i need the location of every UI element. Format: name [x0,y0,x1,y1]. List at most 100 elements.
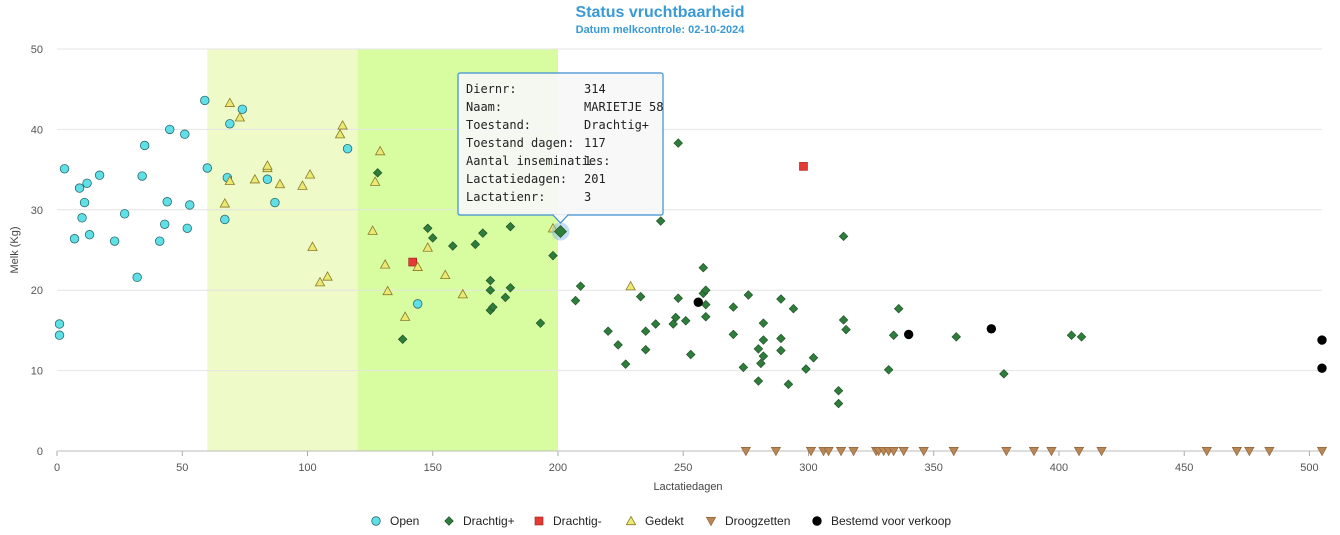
point-open [202,163,212,173]
point-open [413,299,423,309]
point-gedekt [249,173,261,184]
point-open [119,209,130,219]
point-gedekt [374,145,386,156]
point-gedekt [334,128,346,139]
point-drachtig [728,302,739,312]
point-drachtig [758,351,769,361]
point-drachtig [698,262,709,273]
point-drachtig [681,316,691,326]
tooltip-value: 201 [584,172,606,186]
tooltip-value: Drachtig+ [584,118,649,132]
point-droogzetten [898,447,909,457]
point-gedekt [422,242,434,252]
legend-marker-droogzetten [705,517,717,527]
tooltip-label: Naam: [466,100,502,114]
y-axis-label: Melk (Kg) [9,226,21,273]
point-droogzetten [740,447,751,457]
point-drachtig [655,216,666,226]
point-open [185,200,195,210]
y-tick-label: 10 [31,366,43,378]
point-droogzetten [948,447,959,457]
point-drachtig [701,312,711,322]
legend-marker-gedekt [625,515,637,526]
point-open [132,272,142,283]
tooltip-value: 314 [584,82,606,96]
y-tick-label: 30 [31,205,43,217]
point-drachtig [673,293,683,303]
legend-marker-drachtig [534,516,544,526]
point-drachtig [575,281,586,291]
point-drachtig [485,285,496,295]
point-drachtig [505,221,516,232]
point-drachtig [701,285,711,295]
point-drachtig [448,241,458,251]
point-drachtig [951,332,962,342]
point-drachtig [893,303,904,314]
legend: Open Drachtig+ Drachtig- Gedekt Droogzetten B… [361,508,958,534]
legend-marker-drachtig [444,516,454,526]
point-drachtig [686,349,696,360]
point-open [109,236,120,246]
point-drachtig [999,369,1009,379]
point-drachtig [799,162,808,171]
tooltip-pointer [552,214,569,224]
point-open [165,124,175,135]
point-drachtig [500,292,511,303]
x-tick-label: 350 [925,462,943,474]
point-gedekt [224,175,236,185]
point-gedekt [307,241,318,251]
point-drachtig [620,359,631,369]
point-drachtig [783,379,794,389]
point-droogzetten [918,447,929,457]
point-open [139,140,150,151]
point-open [54,330,65,340]
point-drachtig [428,233,438,243]
point-gedekt [304,169,316,179]
point-drachtig [833,385,844,396]
point-gedekt [547,222,559,233]
point-drachtig [570,295,581,306]
point-gedekt [297,180,308,190]
point-drachtig [488,302,498,312]
point-drachtig [1066,330,1077,340]
legend-marker-open [371,516,381,526]
point-drachtig [758,335,769,345]
point-gedekt [224,97,236,107]
point-drachtig [838,231,849,242]
point-drachtig [670,312,681,323]
point-bestemd-voor-verkoop [693,297,703,307]
y-tick-label: 50 [31,44,43,56]
point-open [137,171,147,181]
point-drachtig [640,344,651,355]
point-gedekt [367,225,378,235]
point-open [237,104,248,115]
point-drachtig [701,299,711,310]
point-tooltip: Diernr: 314 Naam: MARIETJE 58 Toestand: Drach… [457,72,664,224]
legend-label-bestemd-voor-verkoop: Bestemd voor verkoop [831,514,951,528]
point-drachtig [505,283,516,293]
point-open [162,197,172,207]
y-tick-label: 20 [31,285,43,297]
point-drachtig [640,326,651,336]
x-tick-label: 100 [298,462,316,474]
tooltip-label: Toestand: [466,118,531,132]
point-drachtig [883,365,894,375]
point-droogzetten [1231,447,1242,457]
point-gedekt [219,197,231,208]
point-drachtig [738,362,749,373]
point-open [79,197,90,208]
point-open [82,178,92,188]
legend-box [361,508,958,534]
point-open [84,230,95,240]
x-tick-label: 150 [424,462,442,474]
point-open [342,143,353,154]
tooltip-label: Lactatienr: [466,190,545,204]
point-drachtig [635,291,646,302]
x-tick-label: 250 [674,462,692,474]
point-open [182,223,192,233]
point-drachtig [808,353,819,363]
point-drachtig [841,324,851,335]
point-drachtig [788,303,799,314]
point-droogzetten [1316,447,1328,457]
point-gedekt [337,119,348,130]
